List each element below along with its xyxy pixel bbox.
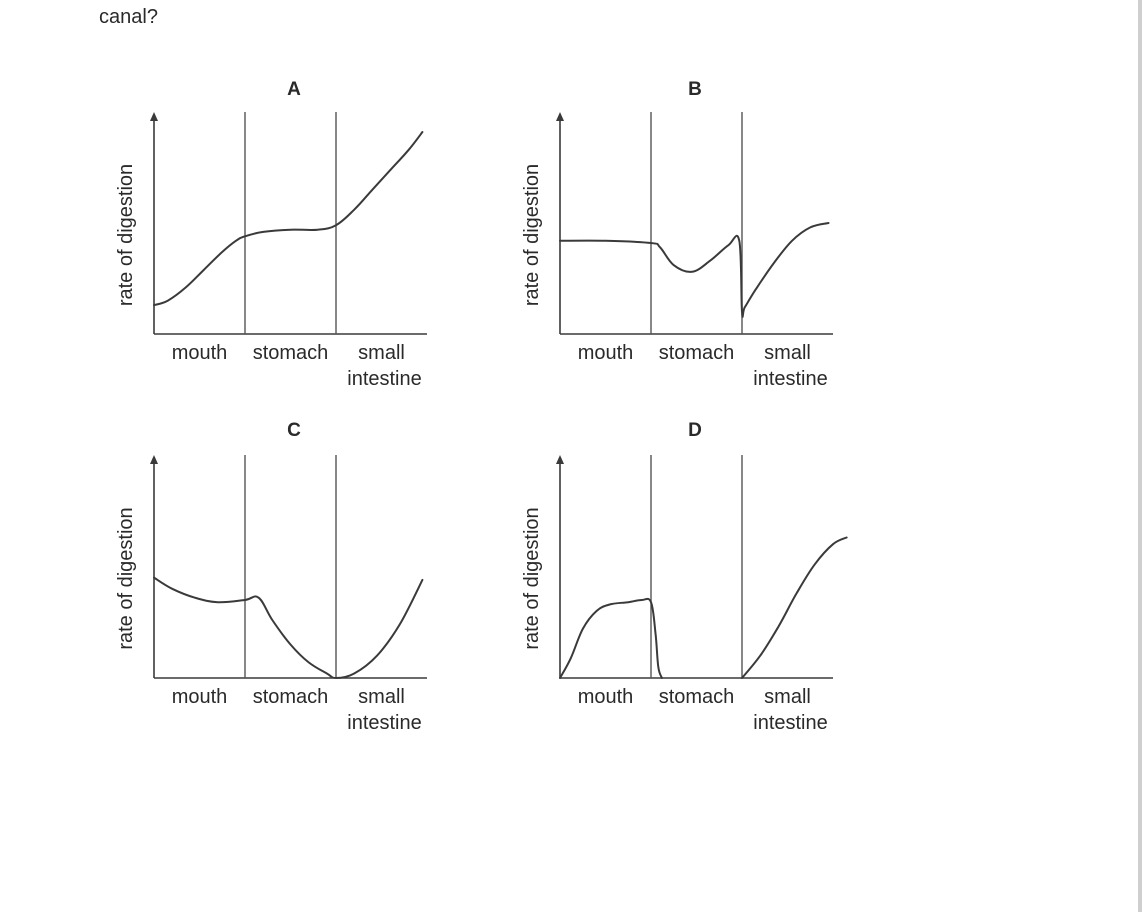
scan-edge <box>1138 0 1142 912</box>
graph-d-label: D <box>688 420 702 441</box>
graph-b-y-label: rate of digestion <box>521 164 543 306</box>
graph-b-region-mouth: mouth <box>578 342 634 364</box>
graph-d-region-stomach: stomach <box>659 686 735 708</box>
graph-a-curve <box>153 131 424 307</box>
graph-a-region-small-intestine: small intestine <box>347 342 422 390</box>
graph-c-label: C <box>287 420 301 441</box>
graph-d-y-arrow <box>556 455 564 464</box>
graph-c-y-arrow <box>150 455 158 464</box>
graph-a-label: A <box>287 79 301 100</box>
graph-d-region-mouth: mouth <box>578 686 634 708</box>
graph-a-region-stomach: stomach <box>253 342 329 364</box>
graph-c-region-mouth: mouth <box>172 686 228 708</box>
graph-d-y-label: rate of digestion <box>521 507 543 649</box>
graph-b-region-stomach: stomach <box>659 342 735 364</box>
graph-b-label: B <box>688 79 702 100</box>
graph-b-region-small-intestine: small intestine <box>753 342 828 390</box>
graph-d-curve-1 <box>559 597 663 679</box>
graph-c-curve <box>153 576 424 679</box>
graph-c-region-stomach: stomach <box>253 686 329 708</box>
graph-b-y-arrow <box>556 112 564 121</box>
graph-a-y-label: rate of digestion <box>115 164 137 306</box>
graph-a-y-arrow <box>150 112 158 121</box>
graph-c-region-small-intestine: small intestine <box>347 686 422 734</box>
question-text: canal? <box>99 6 158 28</box>
graph-a-region-mouth: mouth <box>172 342 228 364</box>
graph-d-region-small-intestine: small intestine <box>753 686 828 734</box>
graph-c-y-label: rate of digestion <box>115 507 137 649</box>
graph-b-curve <box>559 222 830 318</box>
graph-d-curve-2 <box>741 536 848 679</box>
